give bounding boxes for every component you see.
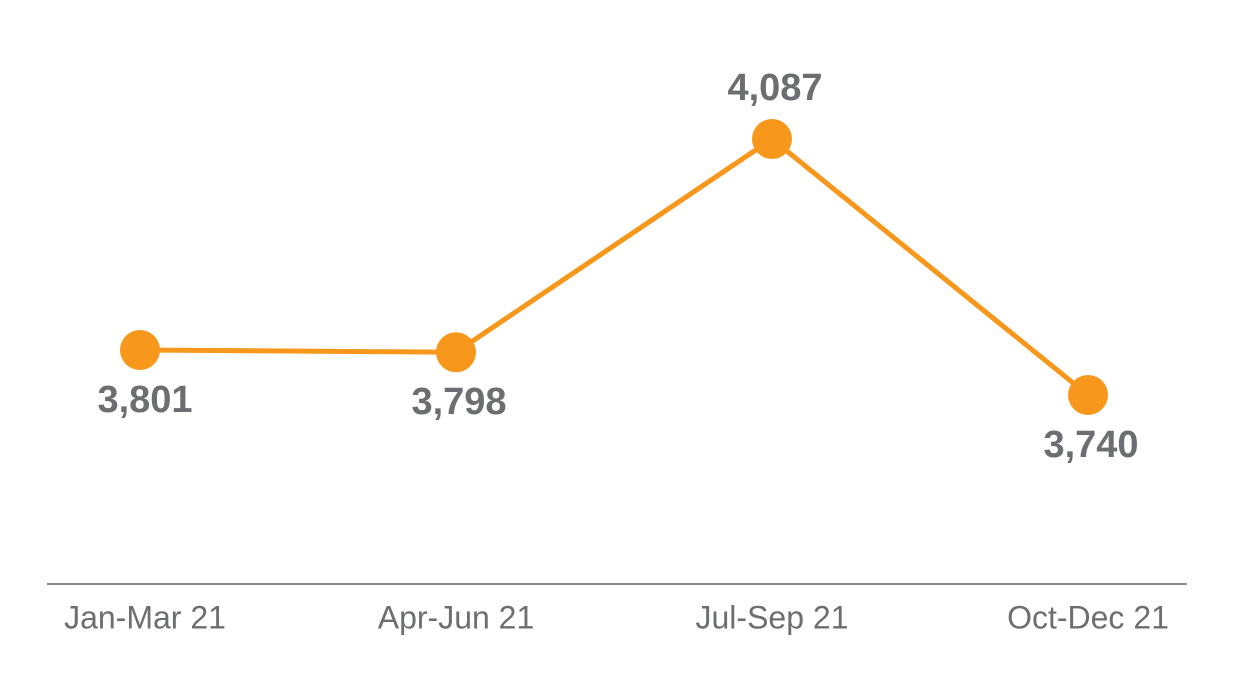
x-tick-label: Apr-Jun 21	[378, 599, 535, 635]
x-tick-label: Oct-Dec 21	[1007, 599, 1169, 635]
point	[752, 119, 792, 159]
point	[436, 332, 476, 373]
x-tick-label: Jul-Sep 21	[696, 599, 849, 635]
value-label: 3,798	[411, 381, 506, 423]
value-label: 3,801	[97, 379, 192, 421]
value-label: 4,087	[727, 67, 822, 109]
point	[1068, 375, 1108, 415]
value-label: 3,740	[1043, 424, 1138, 466]
x-tick-label: Jan-Mar 21	[64, 599, 226, 635]
line	[139, 135, 1090, 397]
point	[120, 329, 160, 370]
